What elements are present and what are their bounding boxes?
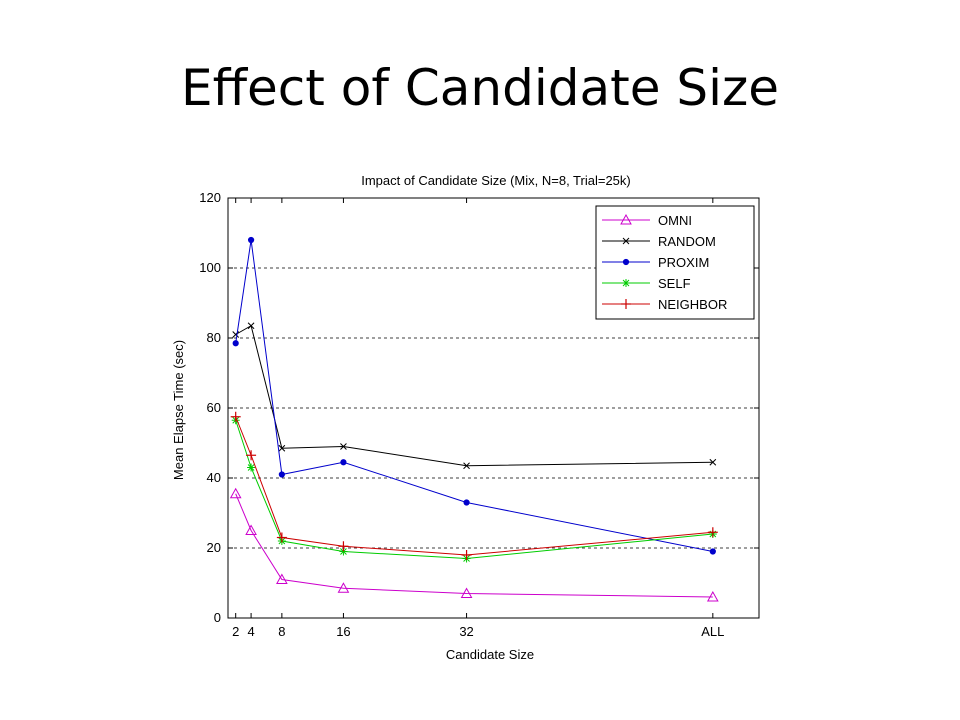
legend: OMNI RANDOM PROXIM SELF NEIGHBOR	[595, 205, 755, 320]
series-proxim	[232, 236, 716, 555]
data-point-neighbor	[230, 411, 241, 422]
legend-item-proxim: PROXIM	[602, 255, 709, 270]
data-point-proxim	[340, 459, 347, 466]
x-axis-label: Candidate Size	[446, 647, 534, 662]
legend-marker	[622, 237, 630, 245]
data-point-random	[247, 322, 255, 330]
legend-item-neighbor: NEIGHBOR	[602, 297, 727, 312]
data-point-omni	[460, 587, 473, 598]
legend-label: NEIGHBOR	[658, 297, 727, 312]
series-line-omni	[235, 493, 713, 598]
legend-label: PROXIM	[658, 255, 709, 270]
data-point-proxim	[709, 548, 716, 555]
y-tick-label: 20	[207, 540, 221, 555]
data-point-omni	[337, 582, 350, 593]
legend-label: OMNI	[658, 213, 692, 228]
data-point-proxim	[278, 471, 285, 478]
y-tick-label: 120	[199, 190, 221, 205]
chart-title: Impact of Candidate Size (Mix, N=8, Tria…	[361, 173, 631, 188]
data-point-proxim	[247, 236, 255, 244]
grid-lines	[228, 267, 759, 549]
data-point-neighbor	[246, 450, 257, 461]
y-tick-label: 60	[207, 400, 221, 415]
y-tick-label: 40	[207, 470, 221, 485]
legend-item-omni: OMNI	[602, 213, 692, 228]
data-point-omni	[706, 590, 719, 602]
series-line-self	[235, 420, 713, 560]
slide-title: Effect of Candidate Size	[180, 59, 780, 117]
x-tick-label: 16	[336, 624, 350, 639]
series-omni	[229, 487, 719, 602]
legend-item-self: SELF	[602, 276, 691, 291]
y-tick-label: 100	[199, 260, 221, 275]
y-tick-label: 80	[207, 330, 221, 345]
legend-item-random: RANDOM	[602, 234, 716, 249]
data-point-neighbor	[338, 541, 349, 552]
data-point-random	[278, 444, 286, 452]
data-point-proxim	[232, 340, 239, 347]
data-point-omni	[276, 573, 288, 584]
data-point-neighbor	[276, 532, 287, 543]
data-point-random	[709, 458, 717, 466]
series-line-neighbor	[235, 416, 713, 556]
legend-marker	[622, 279, 630, 287]
series-line-random	[235, 324, 713, 467]
data-point-random	[463, 462, 470, 470]
y-axis-label: Mean Elapse Time (sec)	[171, 340, 186, 480]
data-point-neighbor	[461, 550, 472, 560]
legend-marker	[622, 258, 630, 266]
data-point-omni	[229, 487, 242, 499]
data-point-neighbor	[707, 527, 718, 538]
x-axis: 2 4 8 16 32 ALL	[232, 198, 724, 639]
legend-marker	[621, 299, 631, 309]
y-axis: 0 20 40 60 80 100 120	[199, 190, 759, 625]
y-tick-label: 0	[214, 610, 221, 625]
legend-label: RANDOM	[658, 234, 716, 249]
data-point-proxim	[463, 499, 470, 506]
series-line-proxim	[235, 239, 713, 552]
data-point-omni	[245, 524, 257, 535]
x-tick-label: 2	[232, 624, 239, 639]
series-group	[229, 236, 719, 602]
series-random	[232, 322, 717, 470]
data-point-random	[340, 443, 347, 450]
x-tick-label: 8	[278, 624, 285, 639]
legend-marker	[620, 213, 632, 225]
x-tick-label: 4	[247, 624, 254, 639]
x-tick-label: ALL	[701, 624, 724, 639]
legend-label: SELF	[658, 276, 691, 291]
data-point-self	[247, 463, 256, 472]
series-neighbor	[230, 411, 718, 560]
x-tick-label: 32	[459, 624, 473, 639]
